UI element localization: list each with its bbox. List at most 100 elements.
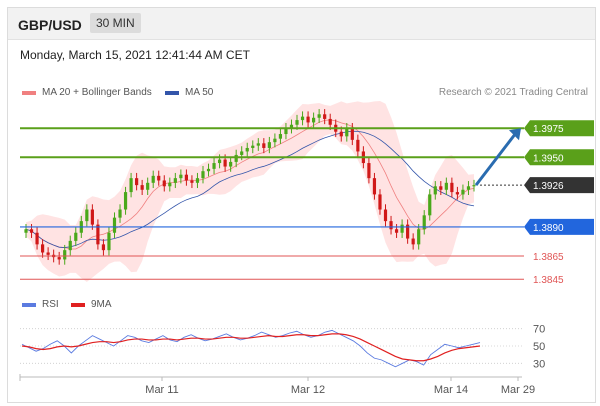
candle-body [306,116,310,123]
candle-body [284,128,288,135]
candle-body [300,116,305,121]
candle-body [328,118,332,125]
candle-body [444,182,448,190]
candle-body [184,174,188,181]
rsi-ma-label: 9MA [91,299,112,310]
candle-body [267,142,271,148]
rsi-swatch [22,302,36,307]
candle-body [35,232,39,245]
candle-body [179,174,183,179]
x-tick-label: Mar 14 [434,384,468,396]
candle-body [439,186,443,190]
candle-body [317,114,321,118]
candle-body [46,252,50,255]
candle-body [123,192,128,210]
level-tag [524,120,594,137]
candle-body [146,182,150,190]
rsi-label: RSI [42,299,59,310]
candle-body [428,194,432,216]
candle-body [168,182,172,187]
candle-body [223,159,227,167]
candle-body [162,180,166,187]
bollinger-band [26,101,474,282]
candle-body [190,180,194,183]
candle-body [90,209,94,225]
ma20-label: MA 20 + Bollinger Bands [42,87,152,98]
pair-title: GBP/USD [18,17,82,33]
candle-body [101,244,106,251]
rsi-ma-swatch [71,302,85,307]
candle-body [129,178,133,193]
timeframe-badge[interactable]: 30 MIN [90,13,141,33]
candle-body [378,194,382,210]
rsi-tick-label: 50 [533,341,545,353]
candle-body [234,154,238,162]
candle-body [85,209,89,222]
candle-body [40,244,45,253]
rsi-line [21,329,481,368]
level-label: 1.3926 [533,181,564,192]
legend-ma20: MA 20 + Bollinger Bands [22,87,152,98]
candle-body [383,209,388,222]
candle-body [151,175,155,183]
candle-body [339,131,343,137]
candle-body [406,224,410,239]
level-label: 1.3890 [533,223,564,234]
candle-body [323,114,327,119]
candle-body [389,221,393,230]
candle-body [24,229,28,233]
candle-body [195,178,200,183]
level-label: 1.3975 [533,124,564,135]
candle-body [372,178,377,195]
level-label: 1.3865 [533,252,564,263]
level-tag [524,149,594,166]
candle-body [140,185,144,190]
candle-body [212,163,216,169]
candle-body [394,229,399,233]
candle-body [135,178,139,186]
legend-rsi: RSI [22,299,59,310]
candle-body [217,159,222,164]
candle-body [29,229,34,233]
level-label: 1.3845 [533,275,564,286]
candle-body [63,250,67,260]
candle-body [256,143,260,146]
candle-body [96,224,100,245]
rsi-tick-label: 70 [533,324,545,336]
candle-body [112,217,117,233]
candle-body [312,117,316,123]
candle-body [455,192,460,195]
candle-body [201,171,205,179]
candle-body [433,186,437,195]
candle-body [289,124,294,129]
legend-rsi-ma: 9MA [71,299,112,310]
candle-body [107,232,111,251]
candle-body [417,229,421,245]
x-tick-label: Mar 29 [501,384,535,396]
candle-body [57,257,61,260]
candle-body [472,185,476,187]
candle-body [367,163,371,179]
x-tick-label: Mar 12 [291,384,325,396]
level-tag [524,177,594,194]
candle-body [262,143,266,148]
level-label: 1.3950 [533,153,564,164]
candle-body [422,215,426,230]
candle-body [350,128,354,140]
rsi-tick-label: 30 [533,358,545,370]
candle-body [229,161,233,167]
candle-body [68,240,72,251]
candle-body [206,168,211,172]
candle-body [345,128,349,137]
candle-body [278,134,283,139]
ma50-label: MA 50 [185,87,214,98]
candle-body [461,189,465,195]
candle-body [245,147,249,152]
legend-ma50: MA 50 [165,87,213,98]
candle-body [240,151,244,155]
candle-body [173,178,177,183]
forecast-arrow [474,133,517,187]
credit-text: Research © 2021 Trading Central [438,87,588,98]
forecast-arrowhead [509,128,521,141]
ma20-swatch [22,90,36,95]
